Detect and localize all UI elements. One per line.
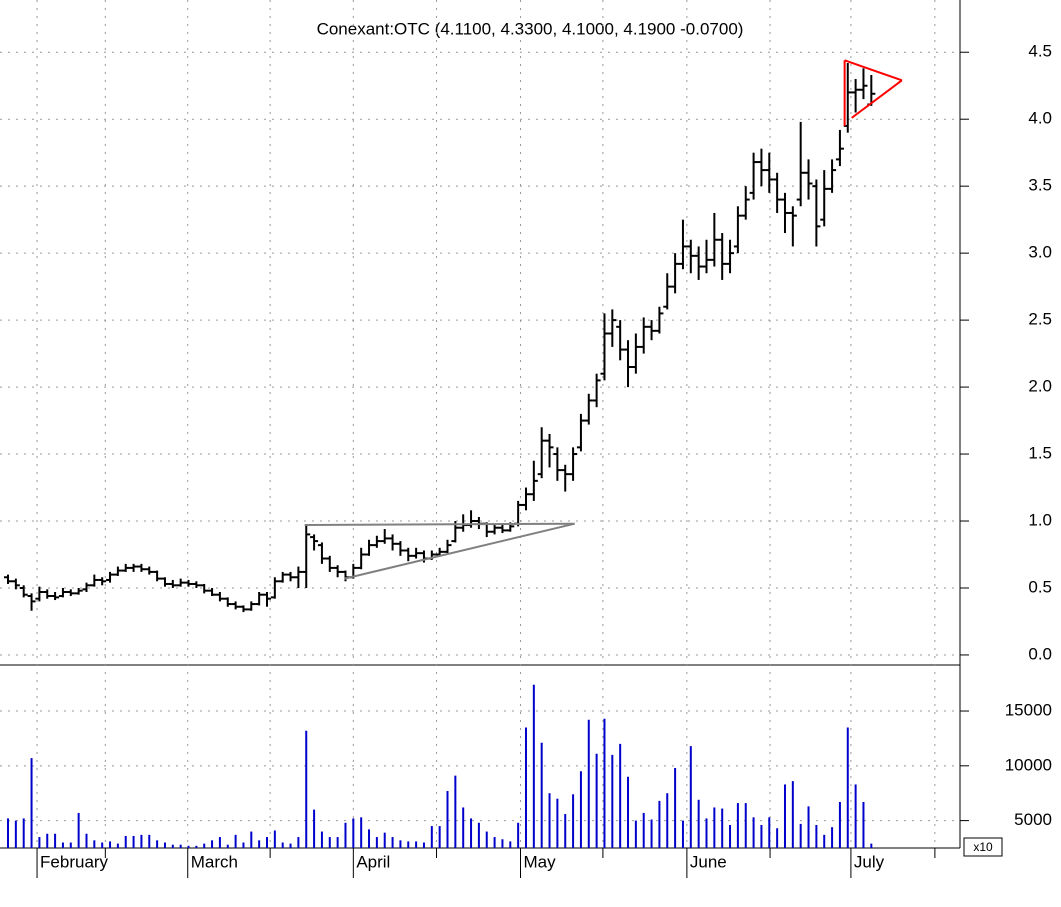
x-tick-label: April [356, 852, 390, 871]
pattern-line [304, 522, 575, 527]
x-tick-label: May [523, 852, 556, 871]
pattern-line [851, 79, 903, 119]
y-tick-label: 10000 [1005, 755, 1052, 774]
y-tick-label: 2.5 [1028, 310, 1052, 329]
y-tick-label: 1.0 [1028, 511, 1052, 530]
y-tick-label: 3.5 [1028, 176, 1052, 195]
y-tick-label: 4.0 [1028, 109, 1052, 128]
pattern-line [844, 59, 903, 82]
y-tick-label: 15000 [1005, 701, 1052, 720]
y-tick-label: 3.0 [1028, 243, 1052, 262]
y-tick-label: 4.5 [1028, 42, 1052, 61]
volume-multiplier: x10 [973, 840, 993, 854]
x-tick-label: March [191, 852, 238, 871]
pattern-line [344, 522, 575, 580]
y-tick-label: 1.5 [1028, 444, 1052, 463]
x-tick-label: July [854, 852, 885, 871]
y-tick-label: 0.0 [1028, 644, 1052, 663]
x-tick-label: June [690, 852, 727, 871]
chart-subtitle: Conexant:OTC (4.1100, 4.3300, 4.1000, 4.… [317, 19, 744, 38]
y-tick-label: 0.5 [1028, 577, 1052, 596]
x-tick-label: February [40, 852, 109, 871]
multiplier-box [963, 837, 1003, 857]
y-tick-label: 2.0 [1028, 377, 1052, 396]
y-tick-label: 5000 [1014, 810, 1052, 829]
